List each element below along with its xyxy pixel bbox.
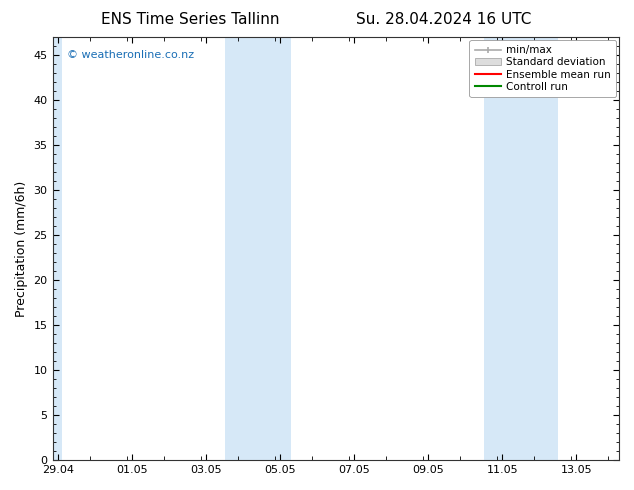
Legend: min/max, Standard deviation, Ensemble mean run, Controll run: min/max, Standard deviation, Ensemble me… [469, 40, 616, 97]
Text: Su. 28.04.2024 16 UTC: Su. 28.04.2024 16 UTC [356, 12, 531, 27]
Text: ENS Time Series Tallinn: ENS Time Series Tallinn [101, 12, 280, 27]
Bar [484, 37, 514, 460]
Bar [514, 37, 558, 460]
Bar [262, 37, 292, 460]
Bar [224, 37, 262, 460]
Bar [53, 37, 61, 460]
Text: © weatheronline.co.nz: © weatheronline.co.nz [67, 50, 194, 60]
Y-axis label: Precipitation (mm/6h): Precipitation (mm/6h) [15, 180, 28, 317]
